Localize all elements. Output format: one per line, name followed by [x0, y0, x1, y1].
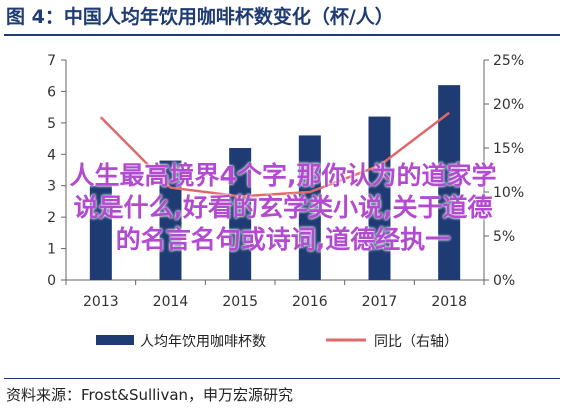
legend-line-label: 同比（右轴） [374, 334, 458, 350]
line-series [99, 111, 450, 198]
y-right-ticks: 0% 5% 10% 15% 20% 25% [484, 53, 524, 289]
legend-bar-label: 人均年饮用咖啡杯数 [140, 334, 266, 350]
title-rule [4, 34, 560, 36]
legend: 人均年饮用咖啡杯数 同比（右轴） [96, 334, 458, 350]
overlay-line-2: 说是什么,好看的玄学类小说,关于道德 [73, 193, 493, 222]
y-left-tick-label: 2 [47, 210, 56, 226]
y-right-tick-label: 0% [493, 273, 515, 289]
x-tick-label: 2018 [431, 294, 467, 310]
combo-chart: 2013 2014 2015 2016 2017 2018 0 1 2 3 4 5 6 7 0% 5% 10… [47, 53, 524, 350]
bar-2014 [159, 160, 182, 280]
overlay-line-3: 的名言名句或诗词,道德经执一 [115, 225, 451, 254]
chart-title: 图 4：中国人均年饮用咖啡杯数变化（杯/人） [6, 6, 394, 28]
legend-bar-swatch [96, 335, 134, 345]
watermark-overlay-text: 人生最高境界4个字,那你认为的道家学 说是什么,好看的玄学类小说,关于道德 的名… [0, 160, 566, 256]
bar-2016 [298, 135, 321, 280]
y-left-tick-label: 7 [47, 53, 56, 69]
y-left-tick-label: 3 [47, 179, 56, 195]
y-right-tick-label: 5% [493, 229, 515, 245]
x-tick-label: 2014 [153, 294, 189, 310]
y-left-tick-label: 6 [47, 84, 56, 100]
y-left-tick-label: 4 [47, 147, 56, 163]
source-note: 资料来源：Frost&Sullivan，申万宏源研究 [6, 386, 294, 404]
y-left-tick-label: 1 [47, 242, 56, 258]
y-left-ticks: 0 1 2 3 4 5 6 7 [47, 53, 66, 289]
overlay-line-1: 人生最高境界4个字,那你认为的道家学 [69, 161, 497, 190]
x-tick-label: 2016 [292, 294, 328, 310]
bar-2015 [229, 148, 252, 280]
source-rule [4, 378, 560, 379]
bar-2018 [438, 85, 461, 280]
y-left-tick-label: 0 [47, 273, 56, 289]
x-tick-label: 2013 [83, 294, 119, 310]
yoy-line [99, 111, 450, 198]
bar-series [89, 85, 461, 280]
bar-2013 [89, 185, 112, 280]
x-tick-label: 2015 [222, 294, 258, 310]
y-right-tick-label: 10% [493, 185, 524, 201]
y-right-tick-label: 15% [493, 141, 524, 157]
y-right-tick-label: 25% [493, 53, 524, 69]
y-right-tick-label: 20% [493, 97, 524, 113]
y-left-tick-label: 5 [47, 116, 56, 132]
bar-2017 [368, 116, 391, 280]
x-tick-label: 2017 [362, 294, 398, 310]
x-axis-ticks: 2013 2014 2015 2016 2017 2018 [65, 280, 485, 310]
